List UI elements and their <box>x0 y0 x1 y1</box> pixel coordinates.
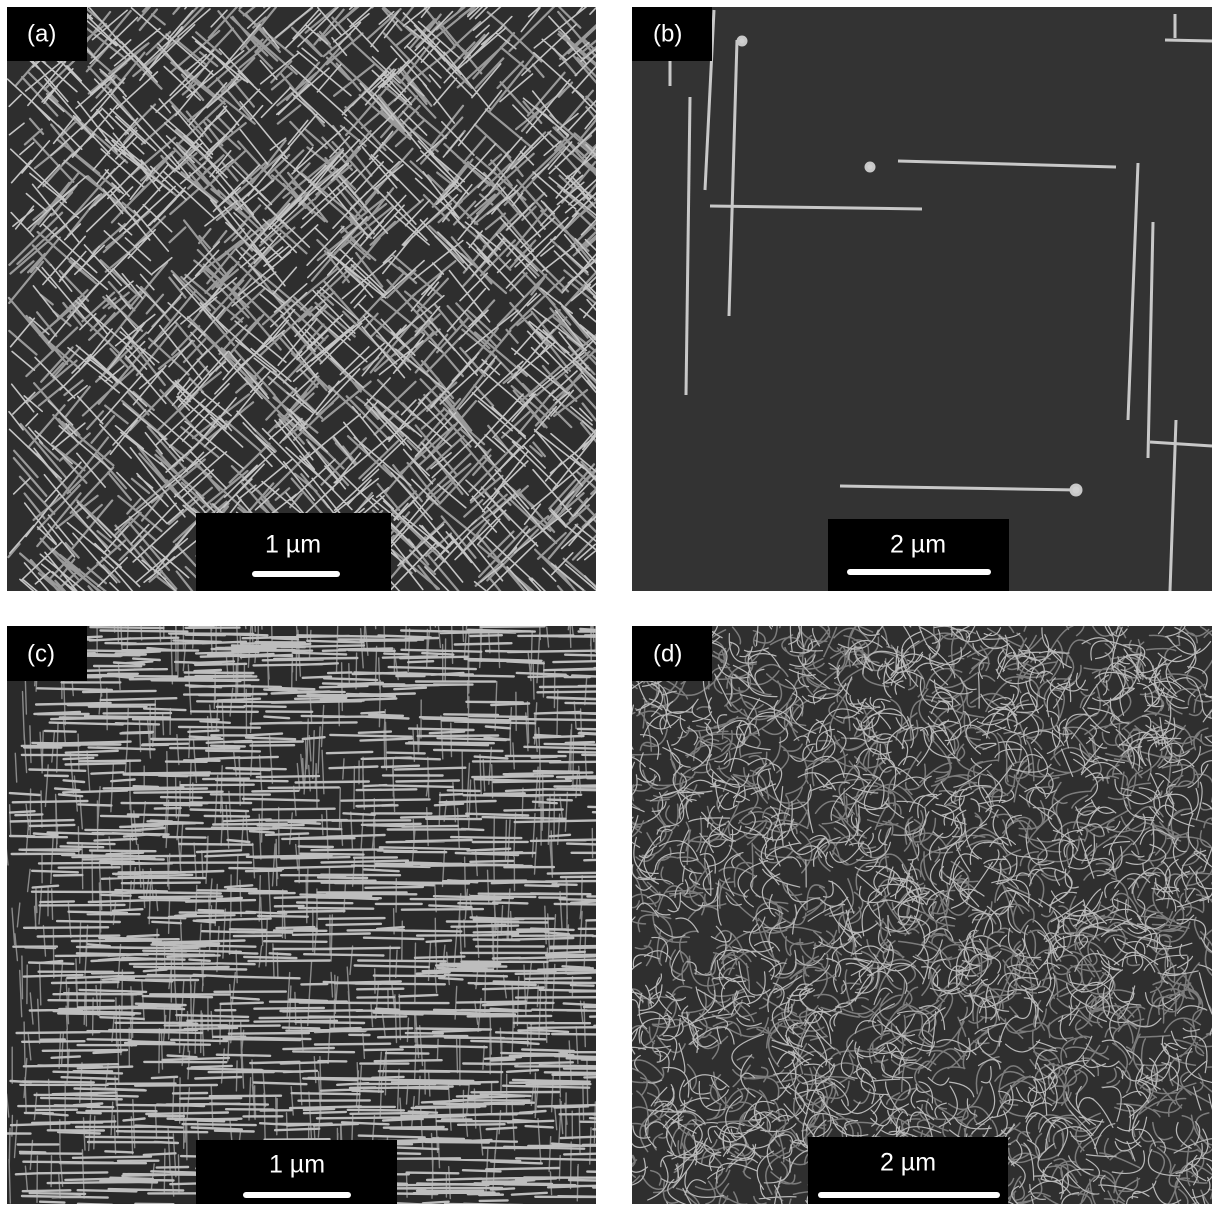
panel-label: (a) <box>27 20 56 47</box>
scale-text: 2 µm <box>880 1149 936 1177</box>
scale-bar <box>252 571 340 577</box>
page: (a) (b) (c) (d) 1 µm 2 µm 1 µm 2 µm (() … <box>0 0 1212 1204</box>
particle <box>738 37 746 45</box>
scale-bar <box>243 1192 351 1198</box>
particle <box>866 163 874 171</box>
scale-bar <box>847 569 991 575</box>
sem-image-b <box>632 7 1212 591</box>
panel-label: (c) <box>27 640 55 667</box>
particle <box>1071 485 1081 495</box>
figure: (a) (b) (c) (d) 1 µm 2 µm 1 µm 2 µm <box>0 0 1212 1204</box>
panel-label: (d) <box>653 640 682 667</box>
scale-text: 1 µm <box>269 1151 325 1179</box>
scale-text: 2 µm <box>890 531 946 559</box>
nanowire <box>1165 40 1212 41</box>
scale-text: 1 µm <box>265 531 321 559</box>
scale-bar <box>818 1192 1000 1198</box>
panel-label: (b) <box>653 20 682 47</box>
